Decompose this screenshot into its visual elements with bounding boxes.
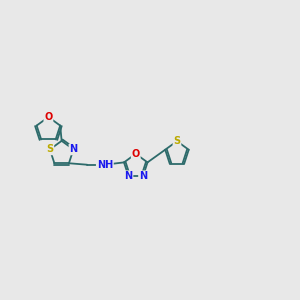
Text: N: N <box>69 144 77 154</box>
Text: N: N <box>139 171 147 181</box>
Text: O: O <box>44 112 52 122</box>
Text: NH: NH <box>97 160 113 170</box>
Text: O: O <box>132 149 140 159</box>
Text: S: S <box>173 136 181 146</box>
Text: N: N <box>124 171 133 181</box>
Text: S: S <box>46 144 53 154</box>
